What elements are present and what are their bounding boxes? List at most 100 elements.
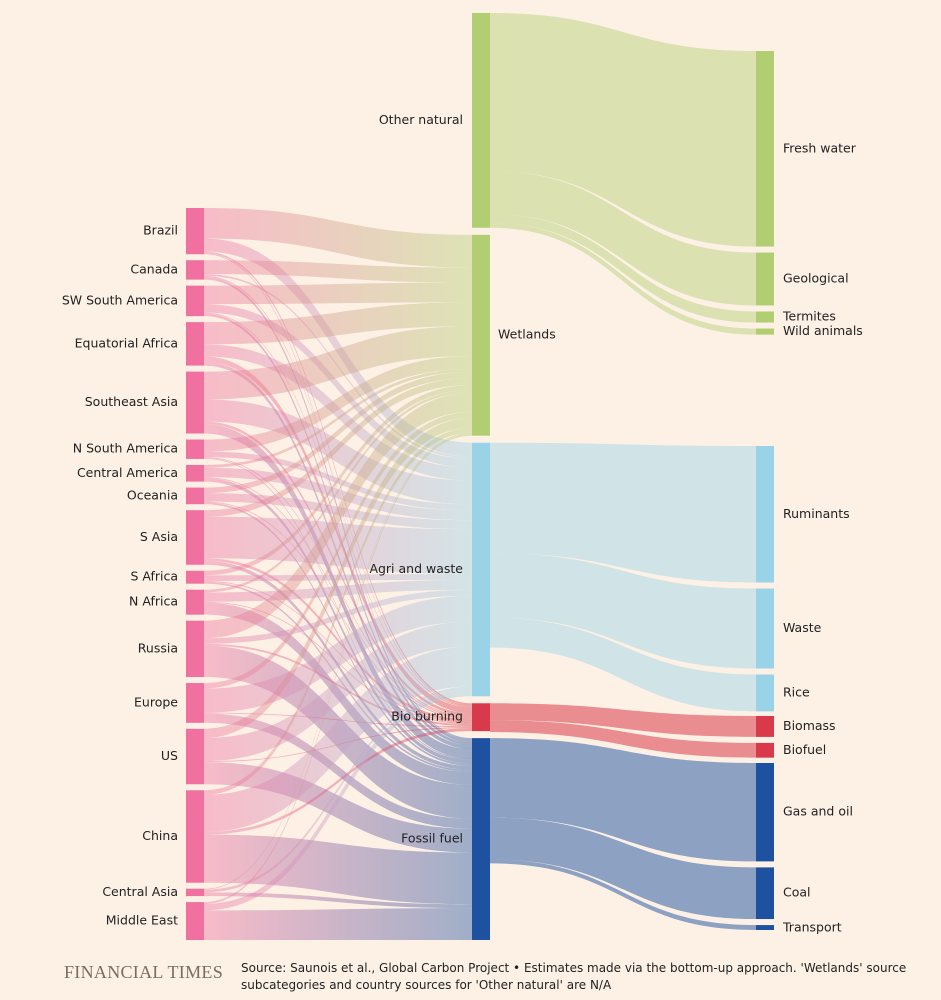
label-fossil-fuel: Fossil fuel [401,831,463,846]
node-n-africa [186,589,204,615]
label-canada: Canada [130,261,178,276]
label-europe: Europe [134,694,178,709]
node-gas-and-oil [756,763,774,862]
link-us-wetlands [204,417,472,739]
link-fossil-fuel-transport [490,859,756,930]
node-s-asia [186,510,204,565]
node-equatorial-africa [186,322,204,366]
label-us: US [161,748,178,763]
link-agri-and-waste-waste [490,553,756,669]
node-geological [756,252,774,306]
brand-logo: FINANCIAL TIMES [64,962,224,982]
link-central-asia-fossil-fuel [204,892,472,909]
node-rice [756,674,774,712]
label-biofuel: Biofuel [783,742,826,757]
link-s-africa-fossil-fuel [204,581,472,772]
link-russia-agri-and-waste [204,589,472,644]
node-canada [186,260,204,280]
link-central-america-fossil-fuel [204,477,472,764]
link-oceania-wetlands [204,372,472,494]
node-wild-animals [756,328,774,335]
link-oceania-fossil-fuel [204,502,472,766]
link-europe-bio-burning [204,712,472,728]
label-termites: Termites [782,308,836,323]
label-china: China [142,828,178,843]
node-russia [186,620,204,678]
node-southeast-asia [186,371,204,434]
node-wetlands [472,234,490,436]
link-europe-wetlands [204,411,472,689]
link-southeast-asia-bio-burning [204,421,472,717]
node-brazil [186,208,204,255]
label-s-asia: S Asia [140,529,178,544]
link-n-africa-agri-and-waste [204,579,472,602]
link-brazil-agri-and-waste [204,238,472,457]
link-s-asia-agri-and-waste [204,516,472,574]
sankey-chart: Brazil Canada SW South America Equatorial A… [62,13,863,940]
link-equatorial-africa-wetlands [204,302,472,345]
link-china-agri-and-waste [204,646,472,832]
node-ruminants [756,446,774,583]
link-s-asia-bio-burning [204,558,472,723]
link-middle-east-wetlands [204,433,472,904]
label-other-natural: Other natural [379,112,463,127]
link-southeast-asia-agri-and-waste [204,399,472,505]
label-central-asia: Central Asia [102,884,178,899]
label-wetlands: Wetlands [498,327,556,342]
label-southeast-asia: Southeast Asia [85,394,178,409]
node-agri-and-waste [472,442,490,697]
node-central-america [186,464,204,482]
subcategory-links [490,13,756,930]
link-china-fossil-fuel [204,834,472,905]
node-bio-burning [472,703,490,732]
label-agri-and-waste: Agri and waste [369,561,463,576]
link-us-agri-and-waste [204,621,472,762]
node-n-south-america [186,439,204,459]
node-s-africa [186,570,204,584]
nodes [186,13,774,940]
link-middle-east-agri-and-waste [204,689,472,911]
label-sw-south-america: SW South America [62,292,178,307]
link-s-asia-wetlands [204,378,472,517]
link-europe-fossil-fuel [204,713,472,829]
node-biofuel [756,742,774,758]
node-termites [756,311,774,323]
node-sw-south-america [186,285,204,317]
label-russia: Russia [138,640,178,655]
label-middle-east: Middle East [106,913,178,928]
link-middle-east-fossil-fuel [204,908,472,940]
link-other-natural-wild-animals [490,222,756,335]
link-russia-wetlands [204,392,472,639]
label-n-south-america: N South America [73,441,178,456]
link-s-africa-wetlands [204,384,472,576]
link-central-asia-agri-and-waste [204,686,472,893]
link-central-asia-wetlands [204,432,472,890]
link-central-america-wetlands [204,369,472,468]
link-other-natural-fresh-water [490,13,756,247]
label-ruminants: Ruminants [783,506,850,521]
link-agri-and-waste-rice [490,617,756,712]
node-fresh-water [756,51,774,247]
label-n-africa: N Africa [129,594,178,609]
label-equatorial-africa: Equatorial Africa [75,335,178,350]
link-canada-wetlands [204,260,472,283]
node-coal [756,867,774,920]
link-central-america-bio-burning [204,476,472,719]
link-n-africa-wetlands [204,389,472,593]
label-oceania: Oceania [127,487,178,502]
label-brazil: Brazil [143,223,178,238]
node-fossil-fuel [472,738,490,940]
label-rice: Rice [783,684,810,699]
node-central-asia [186,888,204,897]
link-fossil-fuel-coal [490,817,756,920]
node-other-natural [472,13,490,228]
node-transport [756,925,774,930]
node-middle-east [186,902,204,940]
link-brazil-wetlands [204,208,472,268]
node-labels: Brazil Canada SW South America Equatorial A… [62,112,863,935]
label-waste: Waste [783,620,822,635]
label-central-america: Central America [77,465,178,480]
label-wild-animals: Wild animals [783,323,863,338]
node-china [186,790,204,883]
node-oceania [186,487,204,505]
